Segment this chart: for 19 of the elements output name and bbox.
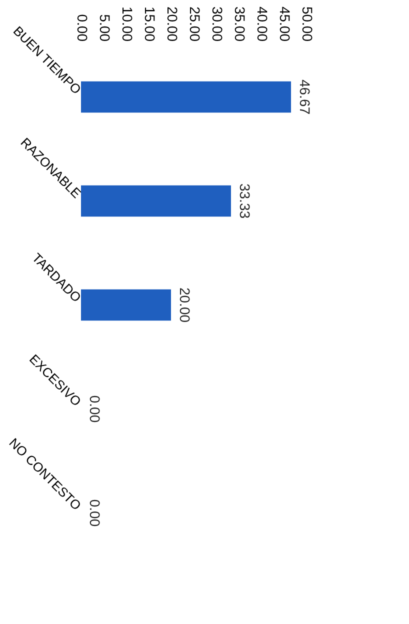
x-tick-label: 15.00 bbox=[142, 6, 158, 42]
data-label: 0.00 bbox=[87, 499, 103, 527]
data-label: 46.67 bbox=[297, 79, 314, 115]
bar bbox=[81, 81, 292, 113]
data-label: 20.00 bbox=[177, 287, 193, 323]
x-tick-label: 45.00 bbox=[277, 6, 293, 42]
x-tick-label: 30.00 bbox=[210, 6, 226, 42]
x-tick-label: 5.00 bbox=[97, 14, 113, 42]
x-tick-label: 20.00 bbox=[164, 6, 180, 42]
bar bbox=[81, 289, 171, 321]
x-tick-label: 0.00 bbox=[74, 14, 90, 42]
x-tick-label: 50.00 bbox=[300, 6, 316, 42]
x-tick-label: 35.00 bbox=[232, 6, 248, 42]
data-label: 33.33 bbox=[236, 183, 253, 219]
x-tick-label: 25.00 bbox=[187, 6, 203, 42]
data-label: 0.00 bbox=[87, 395, 103, 423]
bar bbox=[81, 185, 231, 217]
x-tick-label: 10.00 bbox=[120, 6, 136, 42]
x-tick-label: 40.00 bbox=[254, 6, 270, 42]
